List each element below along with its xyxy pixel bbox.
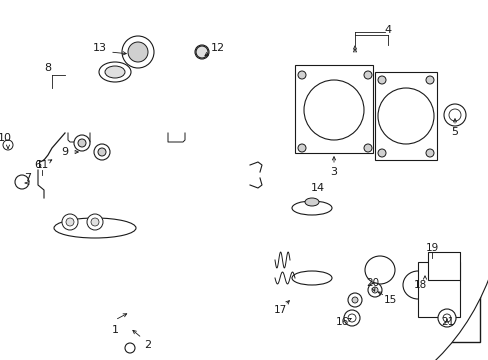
Polygon shape [294, 65, 394, 75]
Text: 15: 15 [383, 295, 396, 305]
Circle shape [297, 71, 305, 79]
Bar [132, 155, 249, 220]
Circle shape [425, 76, 433, 84]
Circle shape [443, 104, 465, 126]
Circle shape [3, 140, 13, 150]
Circle shape [195, 45, 208, 59]
Polygon shape [372, 75, 394, 158]
Circle shape [377, 149, 385, 157]
Circle shape [62, 214, 78, 230]
Circle shape [347, 293, 361, 307]
Circle shape [377, 88, 433, 144]
Circle shape [448, 109, 460, 121]
Bar [374, 72, 436, 160]
Ellipse shape [305, 198, 318, 206]
Circle shape [74, 135, 90, 151]
Bar [50, 145, 132, 230]
Text: 14: 14 [310, 183, 325, 193]
Text: 12: 12 [210, 43, 224, 53]
Circle shape [351, 297, 357, 303]
Circle shape [87, 214, 103, 230]
Circle shape [304, 80, 363, 140]
Circle shape [15, 175, 29, 189]
Ellipse shape [54, 218, 136, 238]
Text: 2: 2 [144, 340, 151, 350]
Text: 19: 19 [425, 243, 438, 253]
Ellipse shape [402, 271, 432, 299]
Ellipse shape [291, 271, 331, 285]
Circle shape [363, 71, 371, 79]
Circle shape [196, 46, 207, 58]
Text: 8: 8 [44, 63, 51, 73]
Circle shape [363, 144, 371, 152]
Bar [417, 262, 459, 317]
Ellipse shape [291, 201, 331, 215]
Text: 7: 7 [24, 173, 32, 183]
Circle shape [98, 148, 106, 156]
Text: 10: 10 [0, 133, 12, 143]
Bar [427, 252, 459, 280]
Text: 13: 13 [93, 43, 107, 53]
Circle shape [297, 144, 305, 152]
Circle shape [94, 144, 110, 160]
Text: 3: 3 [330, 167, 337, 177]
Circle shape [128, 42, 148, 62]
Text: 18: 18 [412, 280, 426, 290]
Text: 4: 4 [384, 25, 391, 35]
Circle shape [425, 149, 433, 157]
Circle shape [437, 309, 455, 327]
Circle shape [125, 343, 135, 353]
Bar [337, 258, 417, 313]
Text: 11: 11 [35, 160, 48, 170]
Circle shape [371, 287, 377, 293]
Text: 17: 17 [273, 305, 286, 315]
Circle shape [367, 283, 381, 297]
Circle shape [78, 139, 86, 147]
Ellipse shape [99, 62, 131, 82]
Ellipse shape [364, 256, 394, 284]
Bar [12, 28, 258, 312]
Circle shape [91, 218, 99, 226]
Circle shape [66, 218, 74, 226]
Circle shape [343, 310, 359, 326]
Text: 9: 9 [61, 147, 68, 157]
Bar [294, 65, 372, 153]
Text: 16: 16 [335, 317, 348, 327]
Text: 21: 21 [441, 317, 454, 327]
Text: 1: 1 [111, 325, 118, 335]
Text: 6: 6 [35, 160, 41, 170]
Ellipse shape [105, 66, 125, 78]
Bar [271, 192, 479, 342]
Text: 20: 20 [366, 278, 379, 288]
Text: 5: 5 [450, 127, 458, 137]
Circle shape [442, 314, 450, 322]
Circle shape [377, 76, 385, 84]
Circle shape [122, 36, 154, 68]
Circle shape [347, 314, 355, 322]
